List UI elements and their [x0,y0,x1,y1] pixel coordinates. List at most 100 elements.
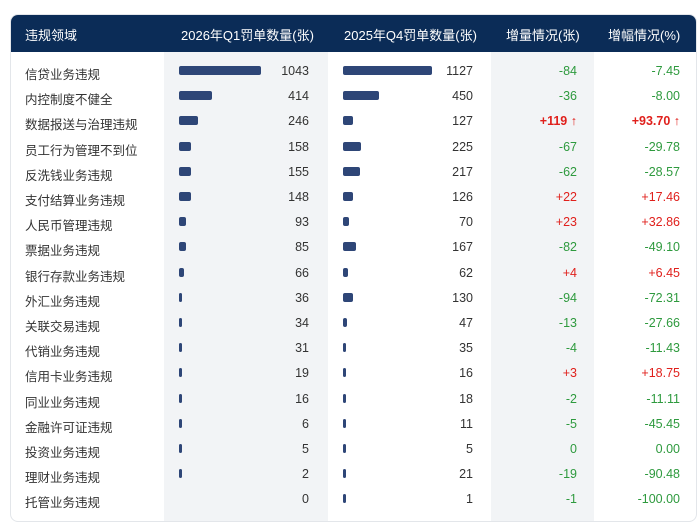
value-q1: 6 [302,416,309,431]
table-row: 同业业务违规 16 18 -2 -11.11 [11,387,696,412]
value-delta: +23 [555,215,577,230]
value-q1: 66 [295,265,309,280]
bar-q1 [179,267,185,277]
bar-q1 [179,343,182,353]
table-row: 数据报送与治理违规 246 127 +119 ↑ +93.70 ↑ [11,109,696,134]
row-name: 反洗钱业务违规 [25,168,113,183]
bar-q1 [179,91,212,101]
bar-q4 [343,242,357,252]
value-q1: 158 [288,139,309,154]
value-q4: 1127 [446,64,473,78]
table-row: 反洗钱业务违规 155 217 -62 -28.57 [11,160,696,185]
value-delta: +22 [555,190,577,204]
value-pct: -90.48 [644,467,680,482]
table-row: 金融许可证违规 6 11 -5 -45.45 [11,412,696,437]
value-q4: 450 [452,89,473,104]
row-name: 数据报送与治理违规 [25,118,138,133]
table-row: 银行存款业务违规 66 62 +4 +6.45 [11,261,696,286]
value-q1: 0 [302,492,309,507]
value-q4: 126 [452,190,473,204]
value-pct: -8.00 [651,89,681,104]
bar-q1 [179,469,182,479]
column-bg-delta [491,52,594,521]
value-pct: -11.11 [646,391,680,406]
table-row: 票据业务违规 85 167 -82 -49.10 [11,235,696,260]
row-name: 员工行为管理不到位 [25,143,138,158]
row-name: 投资业务违规 [25,446,101,460]
bar-q1 [179,318,182,327]
value-q4: 127 [452,114,473,129]
bar-q4 [343,292,354,302]
header-pct: 增幅情况(%) [608,28,681,43]
value-delta: -2 [565,391,577,406]
row-name: 同业业务违规 [25,395,101,410]
bar-q1 [179,418,182,428]
bar-q4 [343,343,346,353]
value-q1: 5 [302,442,309,456]
table-row: 信贷业务违规 1043 1127 -84 -7.45 [11,59,696,84]
value-delta: -36 [558,89,577,104]
table-row: 内控制度不健全 414 450 -36 -8.00 [11,84,696,109]
bar-q4 [343,368,346,378]
value-q1: 93 [295,215,309,230]
bar-q4 [343,91,379,101]
column-bg-q1 [164,52,328,521]
table-row: 关联交易违规 34 47 -13 -27.66 [11,311,696,336]
bar-q4 [343,418,346,428]
value-q4: 21 [459,467,473,482]
value-pct: -7.45 [651,64,681,78]
header-delta: 增量情况(张) [506,28,580,43]
value-q1: 155 [288,164,309,179]
row-name: 代销业务违规 [25,345,101,360]
bar-q4 [343,444,346,453]
value-q4: 217 [452,164,473,179]
table-row: 外汇业务违规 36 130 -94 -72.31 [11,286,696,311]
table-row: 投资业务违规 5 5 0 0.00 [11,437,696,462]
value-pct: +6.45 [648,265,680,280]
value-delta: -13 [558,316,577,330]
header-q1: 2026年Q1罚单数量(张) [181,28,314,43]
value-pct: +32.86 [641,215,680,230]
value-delta: +119 ↑ [539,114,577,129]
bar-q1 [179,292,182,302]
bar-q4 [343,267,348,277]
value-q4: 11 [460,416,473,431]
value-pct: -11.43 [645,341,680,356]
value-delta: +4 [562,265,577,280]
row-name: 金融许可证违规 [25,420,113,435]
value-q4: 225 [452,139,473,154]
row-name: 信用卡业务违规 [25,370,113,385]
value-q1: 1043 [281,64,309,78]
value-delta: +3 [562,366,577,381]
value-delta: -67 [558,139,577,154]
row-name: 内控制度不健全 [25,93,113,108]
bar-q4 [343,141,361,151]
table-row: 人民币管理违规 93 70 +23 +32.86 [11,210,696,235]
value-delta: 0 [570,442,577,456]
bar-q4 [343,469,346,479]
value-q4: 70 [459,215,473,230]
value-q4: 62 [459,265,473,280]
value-delta: -5 [565,416,577,431]
header-q4: 2025年Q4罚单数量(张) [344,28,477,43]
row-name: 信贷业务违规 [25,68,101,82]
value-pct: -45.45 [644,416,680,431]
bar-q1 [179,242,186,252]
row-name: 外汇业务违规 [25,294,101,309]
value-pct: -49.10 [644,240,680,255]
table-row: 支付结算业务违规 148 126 +22 +17.46 [11,185,696,210]
value-q4: 5 [466,442,473,456]
bar-q1 [179,393,182,403]
row-name: 人民币管理违规 [25,219,113,234]
row-name: 支付结算业务违规 [25,194,126,208]
bar-q4 [343,192,353,201]
bar-q1 [179,116,199,126]
value-pct: +18.75 [641,366,680,381]
bar-q1 [179,192,191,201]
value-delta: -94 [558,290,577,305]
value-q4: 1 [466,492,473,507]
value-delta: -82 [558,240,577,255]
row-name: 托管业务违规 [25,496,101,511]
value-q4: 130 [452,290,473,305]
value-q4: 35 [459,341,473,356]
